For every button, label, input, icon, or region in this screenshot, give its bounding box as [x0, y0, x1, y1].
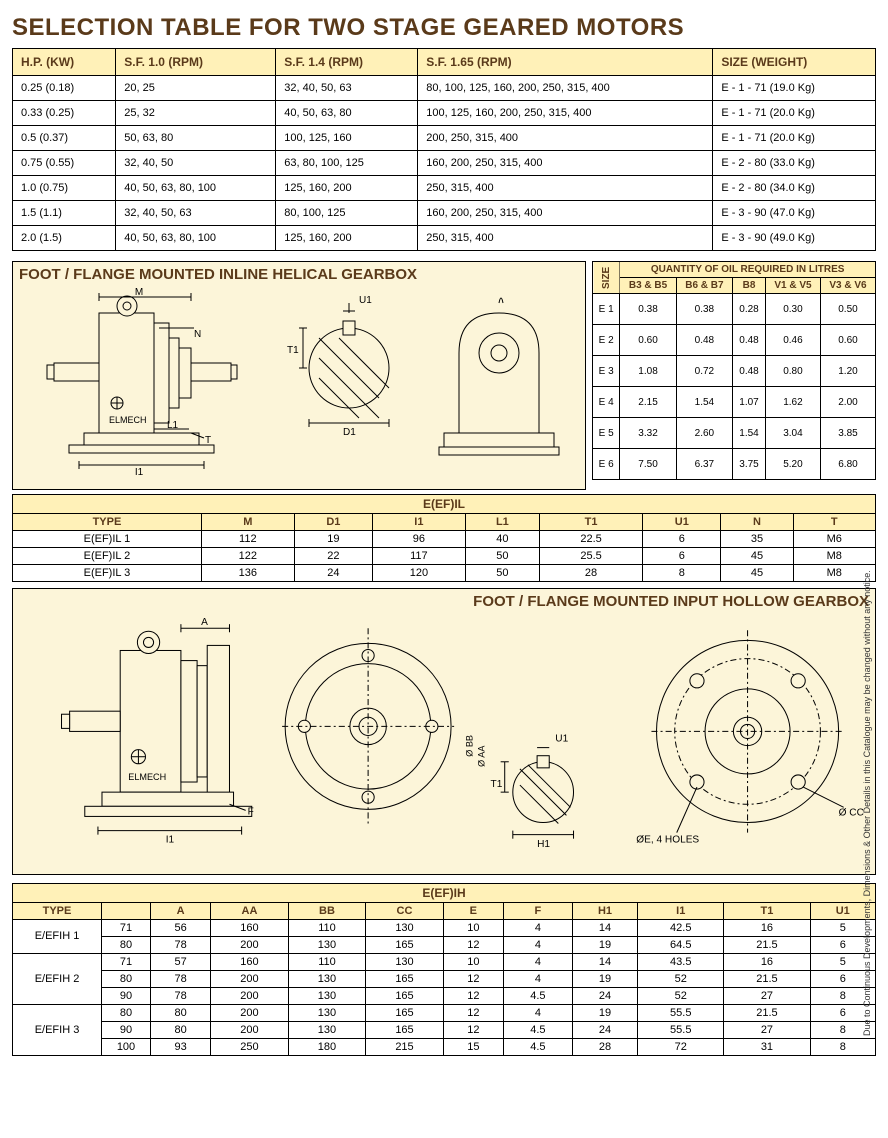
- svg-text:ELMECH: ELMECH: [128, 772, 166, 782]
- svg-text:Ø BB: Ø BB: [464, 735, 474, 757]
- diagram-hollow-input: FOOT / FLANGE MOUNTED INPUT HOLLOW GEARB…: [12, 588, 876, 875]
- diagram2-svg: A F I1 ELMECH Ø BB Ø AA: [19, 610, 869, 863]
- table-row: 1.0 (0.75)40, 50, 63, 80, 100125, 160, 2…: [13, 176, 876, 201]
- svg-text:F: F: [248, 806, 254, 817]
- eefih-table: E(EF)IH TYPEAAABBCCEFH1I1T1U1 E/EFIH 171…: [12, 883, 876, 1056]
- table-row: E(EF)IL 111219964022.5635M6: [13, 531, 876, 548]
- table-row: E(EF)IL 2122221175025.5645M8: [13, 548, 876, 565]
- oil-table: SIZE QUANTITY OF OIL REQUIRED IN LITRES …: [592, 261, 876, 480]
- table-row: 0.5 (0.37)50, 63, 80100, 125, 160200, 25…: [13, 126, 876, 151]
- diagram1-svg: M N L1 T I1 ELMECH: [19, 283, 579, 478]
- col-sf10: S.F. 1.0 (RPM): [116, 49, 276, 76]
- table-row: E 67.506.373.755.206.80: [593, 449, 876, 480]
- table-row: 0.33 (0.25)25, 3240, 50, 63, 80100, 125,…: [13, 101, 876, 126]
- table-row: E 31.080.720.480.801.20: [593, 356, 876, 387]
- table-row: E 42.151.541.071.622.00: [593, 387, 876, 418]
- table-row: 9078200130165124.52452278: [13, 987, 876, 1004]
- svg-text:I1: I1: [135, 467, 144, 478]
- svg-text:T1: T1: [287, 345, 299, 356]
- table-row: 1.5 (1.1)32, 40, 50, 6380, 100, 125160, …: [13, 201, 876, 226]
- svg-text:D1: D1: [343, 427, 356, 438]
- svg-text:L1: L1: [167, 420, 179, 431]
- table-row: E 53.322.601.543.043.85: [593, 418, 876, 449]
- table-row: 9080200130165124.52455.5278: [13, 1021, 876, 1038]
- col-sf14: S.F. 1.4 (RPM): [276, 49, 418, 76]
- col-size: SIZE (WEIGHT): [713, 49, 876, 76]
- col-sf165: S.F. 1.65 (RPM): [418, 49, 713, 76]
- svg-text:M: M: [135, 287, 143, 298]
- svg-text:ELMECH: ELMECH: [109, 415, 147, 425]
- selection-table: H.P. (KW) S.F. 1.0 (RPM) S.F. 1.4 (RPM) …: [12, 48, 876, 251]
- oil-title: QUANTITY OF OIL REQUIRED IN LITRES: [620, 262, 876, 278]
- table-row: 0.25 (0.18)20, 2532, 40, 50, 6380, 100, …: [13, 76, 876, 101]
- table-row: 10093250180215154.52872318: [13, 1038, 876, 1055]
- svg-text:ØE, 4 HOLES: ØE, 4 HOLES: [636, 835, 699, 846]
- svg-text:U1: U1: [359, 295, 372, 306]
- svg-text:T1: T1: [491, 779, 503, 790]
- table-row: E(EF)IL 3136241205028845M8: [13, 565, 876, 582]
- diagram2-title: FOOT / FLANGE MOUNTED INPUT HOLLOW GEARB…: [19, 593, 869, 610]
- svg-text:U1: U1: [555, 734, 568, 745]
- table-row: 80782001301651241964.521.56: [13, 936, 876, 953]
- table-row: 8078200130165124195221.56: [13, 970, 876, 987]
- table-row: E/EFIH 271571601101301041443.5165: [13, 953, 876, 970]
- svg-text:T: T: [205, 435, 211, 446]
- eefih-title: E(EF)IH: [13, 883, 876, 902]
- page-title: SELECTION TABLE FOR TWO STAGE GEARED MOT…: [12, 14, 876, 42]
- oil-size-label: SIZE: [593, 262, 620, 294]
- svg-text:I1: I1: [166, 835, 175, 846]
- diagram-inline-helical: FOOT / FLANGE MOUNTED INLINE HELICAL GEA…: [12, 261, 586, 490]
- svg-text:N: N: [194, 329, 201, 340]
- eefil-title: E(EF)IL: [13, 495, 876, 514]
- svg-text:H1: H1: [537, 839, 550, 850]
- svg-text:Ø CC: Ø CC: [839, 807, 864, 818]
- table-row: 2.0 (1.5)40, 50, 63, 80, 100125, 160, 20…: [13, 226, 876, 251]
- table-row: E/EFIH 171561601101301041442.5165: [13, 919, 876, 936]
- table-row: E 10.380.380.280.300.50: [593, 294, 876, 325]
- table-row: E/EFIH 380802001301651241955.521.56: [13, 1004, 876, 1021]
- svg-text:A: A: [201, 617, 208, 628]
- eefil-table: E(EF)IL TYPEMD1I1L1T1U1NT E(EF)IL 111219…: [12, 494, 876, 582]
- table-row: 0.75 (0.55)32, 40, 5063, 80, 100, 125160…: [13, 151, 876, 176]
- disclaimer-note: Due to Continuous Developments, Dimensio…: [862, 536, 872, 1036]
- diagram1-title: FOOT / FLANGE MOUNTED INLINE HELICAL GEA…: [19, 266, 579, 283]
- col-hp: H.P. (KW): [13, 49, 116, 76]
- svg-text:Ø AA: Ø AA: [476, 745, 486, 767]
- table-row: E 20.600.480.480.460.60: [593, 325, 876, 356]
